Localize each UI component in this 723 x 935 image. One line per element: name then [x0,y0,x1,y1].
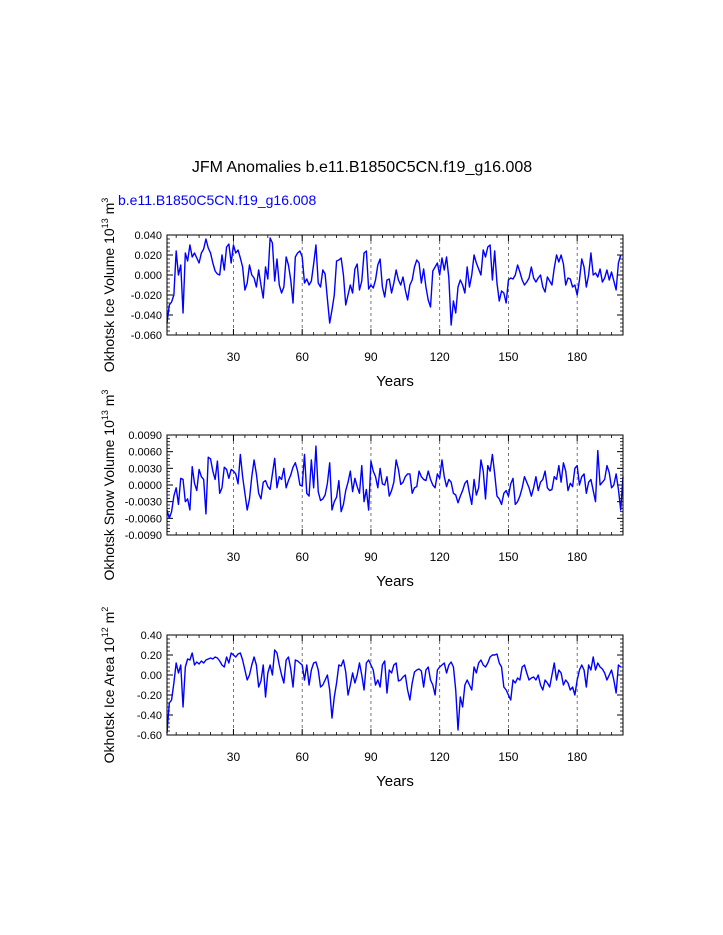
y-axis-label-part: m [101,612,117,628]
y-tick-label: -0.040 [131,310,162,322]
x-tick-label: 180 [567,550,587,564]
x-tick-label: 150 [498,550,518,564]
x-tick-label: 180 [567,750,587,764]
y-tick-label: 0.0090 [128,430,162,442]
y-axis-label-part: Okhotsk Snow Volume 10 [101,420,117,581]
x-tick-label: 30 [227,750,241,764]
y-axis-label-part: 12 [100,627,110,637]
x-tick-label: 90 [364,550,378,564]
y-tick-label: 0.40 [141,630,162,642]
panels: -0.060 -0.040 -0.020 0.000 0.020 0.040 30 60 90 1… [100,198,624,790]
y-tick-label: 0.00 [141,670,162,682]
y-axis-label-part: 2 [100,607,110,612]
series-line-1-1 [166,237,622,326]
x-axis-label: Years [376,373,414,390]
y-tick-label: 0.0000 [128,480,162,492]
x-tick-label: 120 [430,550,450,564]
x-tick-label: 30 [227,550,241,564]
y-tick-label: 0.040 [134,230,162,242]
series-line-2-1 [166,445,624,520]
y-tick-label: -0.020 [131,290,162,302]
y-tick-label: -0.060 [131,330,162,342]
plot-frame [166,434,624,536]
y-tick-label: -0.60 [137,730,162,742]
y-axis-label-part: 3 [100,390,110,395]
y-tick-label: 0.020 [134,250,162,262]
y-axis-label-part: m [101,395,117,411]
y-tick-label: -0.0060 [125,513,162,525]
x-tick-label: 150 [498,350,518,364]
panel-1: -0.060 -0.040 -0.020 0.000 0.020 0.040 30 60 90 1… [100,198,624,390]
y-axis-label-part: m [101,203,117,219]
y-tick-label: 0.000 [134,270,162,282]
y-tick-label: 0.0030 [128,463,162,475]
x-axis-label: Years [376,773,414,790]
y-axis-label: Okhotsk Ice Volume 1013 m3 [100,198,117,373]
figure-title: JFM Anomalies b.e11.B1850C5CN.f19_g16.00… [192,159,532,176]
y-tick-label: 0.0060 [128,447,162,459]
x-tick-label: 60 [296,550,310,564]
y-axis-label: Okhotsk Snow Volume 1013 m3 [100,390,117,581]
x-tick-label: 150 [498,750,518,764]
y-axis-label-part: Okhotsk Ice Volume 10 [101,228,117,372]
y-axis-label: Okhotsk Ice Area 1012 m2 [100,607,117,764]
series-line-3-1 [166,649,622,734]
y-axis-label-part: 13 [100,218,110,228]
y-tick-label: -0.0090 [125,530,162,542]
x-tick-label: 60 [296,750,310,764]
y-tick-label: -0.40 [137,710,162,722]
plot-frame [166,234,624,336]
x-tick-label: 90 [364,750,378,764]
y-axis-label-part: Okhotsk Ice Area 10 [101,637,117,763]
x-tick-label: 180 [567,350,587,364]
y-tick-label: -0.0030 [125,497,162,509]
y-axis-label-part: 13 [100,410,110,420]
panel-3: -0.60 -0.40 -0.20 0.00 0.20 0.40 30 60 90 120 150 1… [100,607,624,790]
x-tick-label: 90 [364,350,378,364]
x-tick-label: 30 [227,350,241,364]
x-axis-label: Years [376,573,414,590]
y-tick-label: 0.20 [141,650,162,662]
x-tick-label: 120 [430,750,450,764]
y-tick-label: -0.20 [137,690,162,702]
y-axis-label-part: 3 [100,198,110,203]
panel-2: -0.0090 -0.0060 -0.0030 0.0000 0.0030 0.0060 0… [100,390,624,590]
x-tick-label: 60 [296,350,310,364]
case-label: b.e11.B1850C5CN.f19_g16.008 [118,192,316,208]
plot-frame [166,634,624,736]
x-tick-label: 120 [430,350,450,364]
